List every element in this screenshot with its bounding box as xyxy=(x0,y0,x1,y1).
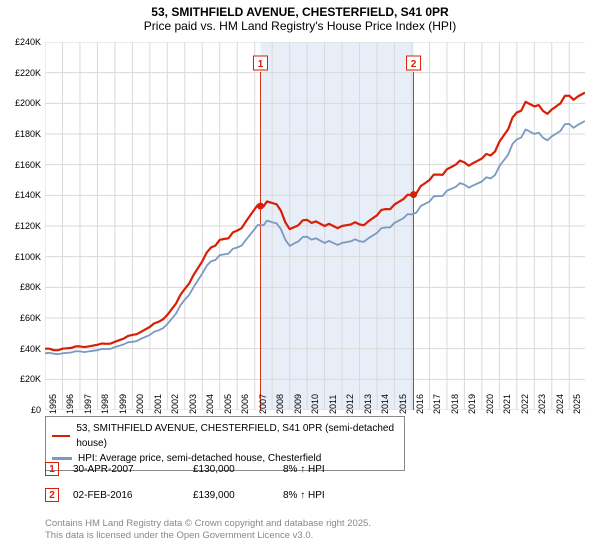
x-axis-label: 1998 xyxy=(100,394,110,414)
x-axis-label: 2003 xyxy=(188,394,198,414)
x-axis-label: 2005 xyxy=(223,394,233,414)
x-axis-label: 2014 xyxy=(380,394,390,414)
marker-flag-1: 1 xyxy=(45,462,59,476)
marker-1-price: £130,000 xyxy=(193,464,283,475)
x-axis-label: 2001 xyxy=(153,394,163,414)
legend-swatch xyxy=(52,457,72,460)
x-axis-label: 1996 xyxy=(65,394,75,414)
marker-2-price: £139,000 xyxy=(193,490,283,501)
y-axis-label: £0 xyxy=(31,405,41,415)
x-axis-label: 1999 xyxy=(118,394,128,414)
y-axis-label: £240K xyxy=(15,37,41,47)
x-axis-label: 2021 xyxy=(502,394,512,414)
x-axis-label: 2008 xyxy=(275,394,285,414)
svg-text:1: 1 xyxy=(258,59,264,70)
legend-text: 53, SMITHFIELD AVENUE, CHESTERFIELD, S41… xyxy=(76,421,398,451)
y-axis-label: £160K xyxy=(15,160,41,170)
x-axis-label: 1997 xyxy=(83,394,93,414)
line-chart: 12 xyxy=(45,42,585,410)
x-axis-label: 2011 xyxy=(328,395,338,414)
svg-text:2: 2 xyxy=(411,59,417,70)
y-axis-label: £80K xyxy=(20,282,41,292)
chart-area: 12 £0£20K£40K£60K£80K£100K£120K£140K£160… xyxy=(45,42,585,410)
legend-item: 53, SMITHFIELD AVENUE, CHESTERFIELD, S41… xyxy=(52,421,398,451)
x-axis-label: 2019 xyxy=(467,394,477,414)
x-axis-label: 2022 xyxy=(520,394,530,414)
footer-line-1: Contains HM Land Registry data © Crown c… xyxy=(45,518,371,530)
x-axis-label: 2015 xyxy=(398,394,408,414)
x-axis-label: 2016 xyxy=(415,394,425,414)
x-axis-label: 2025 xyxy=(572,394,582,414)
x-axis-label: 2002 xyxy=(170,394,180,414)
x-axis-label: 2009 xyxy=(293,394,303,414)
x-axis-label: 2012 xyxy=(345,394,355,414)
y-axis-label: £40K xyxy=(20,344,41,354)
y-axis-label: £220K xyxy=(15,68,41,78)
y-axis-label: £200K xyxy=(15,98,41,108)
legend-swatch xyxy=(52,435,70,438)
y-axis-label: £120K xyxy=(15,221,41,231)
x-axis-label: 2020 xyxy=(485,394,495,414)
marker-row-1: 1 30-APR-2007 £130,000 8% ↑ HPI xyxy=(45,462,363,476)
marker-2-date: 02-FEB-2016 xyxy=(73,490,193,501)
x-axis-label: 2000 xyxy=(135,394,145,414)
y-axis-label: £20K xyxy=(20,374,41,384)
y-axis-label: £140K xyxy=(15,190,41,200)
marker-1-delta: 8% ↑ HPI xyxy=(283,464,363,475)
x-axis-label: 2010 xyxy=(310,394,320,414)
x-axis-label: 2013 xyxy=(363,394,373,414)
marker-2-delta: 8% ↑ HPI xyxy=(283,490,363,501)
y-axis-label: £100K xyxy=(15,252,41,262)
x-axis-label: 2004 xyxy=(205,394,215,414)
x-axis-label: 2006 xyxy=(240,394,250,414)
marker-flag-2: 2 xyxy=(45,488,59,502)
marker-row-2: 2 02-FEB-2016 £139,000 8% ↑ HPI xyxy=(45,488,363,502)
x-axis-label: 2018 xyxy=(450,394,460,414)
x-axis-label: 1995 xyxy=(48,394,58,414)
y-axis-label: £60K xyxy=(20,313,41,323)
chart-subtitle: Price paid vs. HM Land Registry's House … xyxy=(0,19,600,33)
footer-line-2: This data is licensed under the Open Gov… xyxy=(45,530,371,542)
title-block: 53, SMITHFIELD AVENUE, CHESTERFIELD, S41… xyxy=(0,0,600,41)
x-axis-label: 2024 xyxy=(555,394,565,414)
footer: Contains HM Land Registry data © Crown c… xyxy=(45,518,371,543)
x-axis-label: 2007 xyxy=(258,394,268,414)
marker-1-date: 30-APR-2007 xyxy=(73,464,193,475)
chart-title: 53, SMITHFIELD AVENUE, CHESTERFIELD, S41… xyxy=(0,5,600,19)
y-axis-label: £180K xyxy=(15,129,41,139)
x-axis-label: 2023 xyxy=(537,394,547,414)
x-axis-label: 2017 xyxy=(432,394,442,414)
